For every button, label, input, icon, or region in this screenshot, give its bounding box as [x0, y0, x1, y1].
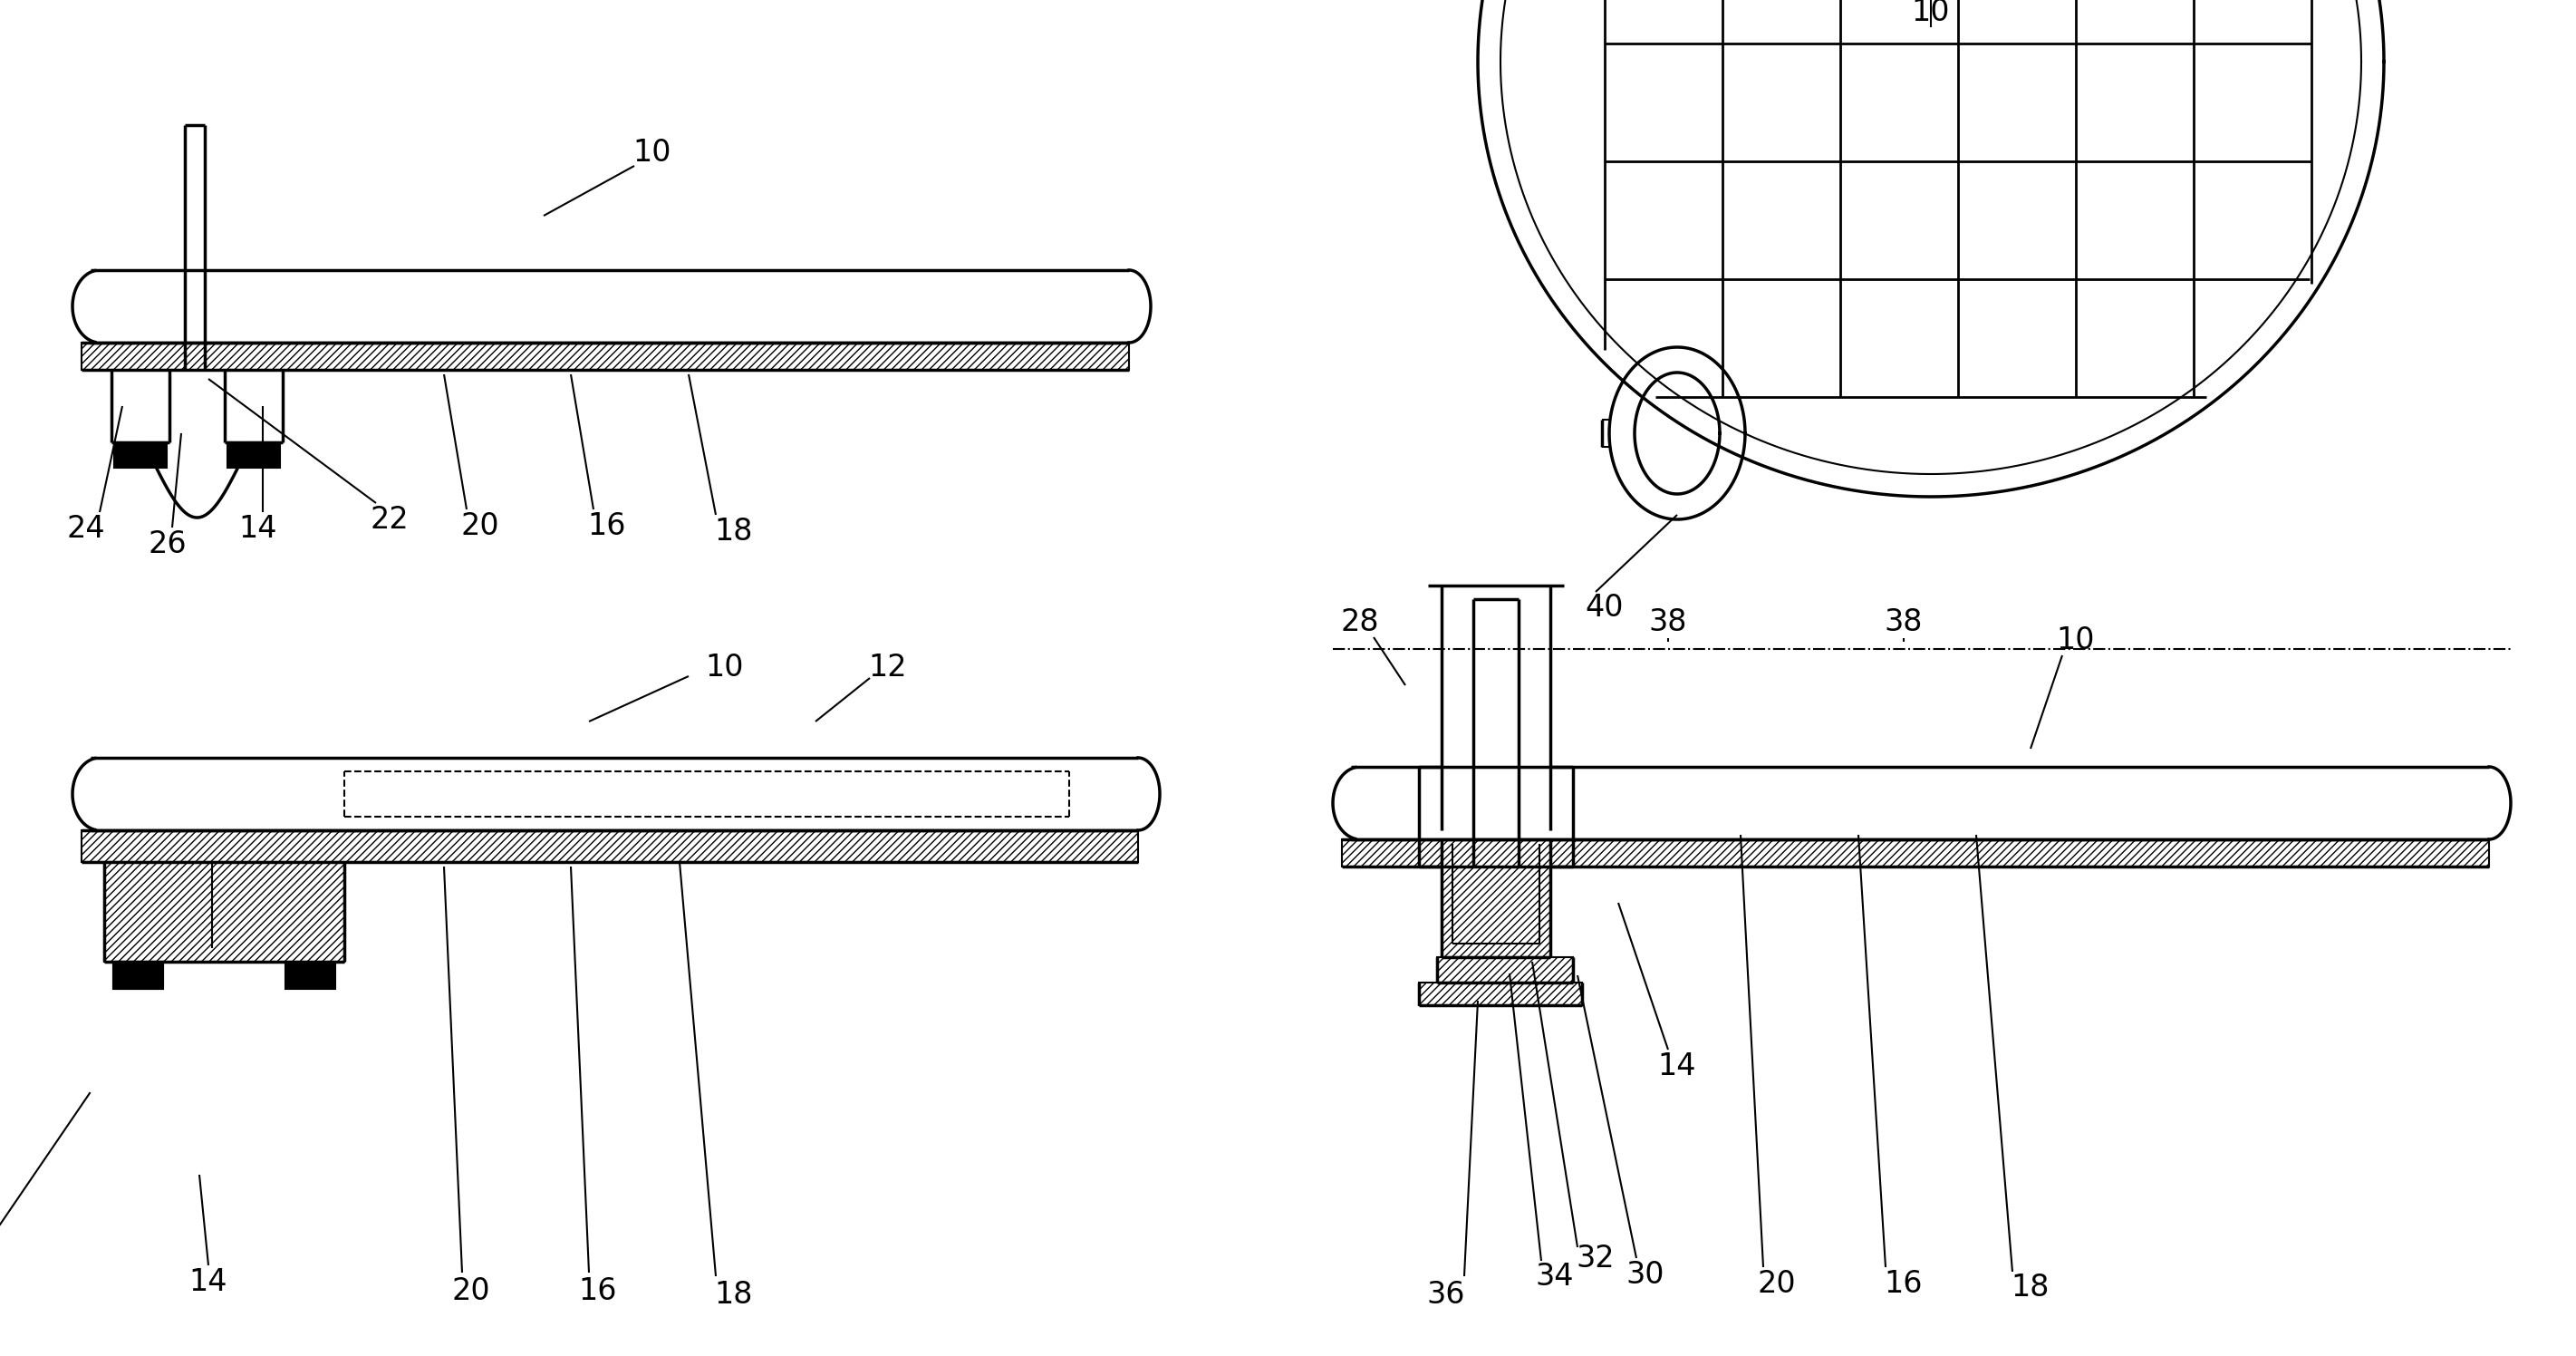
Bar: [286, 961, 335, 989]
Text: 10: 10: [2056, 625, 2094, 655]
Text: 40: 40: [1584, 593, 1623, 622]
Text: 14: 14: [1659, 1051, 1698, 1081]
Text: 26: 26: [149, 529, 188, 559]
Text: 20: 20: [451, 1276, 489, 1306]
Bar: [113, 442, 139, 468]
Bar: [227, 442, 252, 468]
Text: 28: 28: [1340, 607, 1378, 637]
Bar: [1342, 839, 2488, 866]
Text: 18: 18: [2012, 1273, 2050, 1303]
Text: 34: 34: [1535, 1261, 1574, 1291]
Bar: [82, 343, 1128, 370]
Text: 32: 32: [1577, 1243, 1615, 1273]
Bar: [142, 442, 167, 468]
Text: 30: 30: [1625, 1260, 1664, 1290]
Text: 16: 16: [587, 511, 626, 541]
Bar: [255, 442, 281, 468]
Bar: [1443, 839, 1551, 957]
Bar: [1419, 983, 1582, 1005]
Text: 20: 20: [1757, 1268, 1795, 1299]
Text: 16: 16: [1886, 1268, 1922, 1299]
Text: 10: 10: [706, 652, 744, 682]
Text: 22: 22: [371, 504, 410, 534]
Text: 38: 38: [1886, 607, 1922, 637]
Text: 38: 38: [1649, 607, 1687, 637]
Text: 14: 14: [188, 1267, 227, 1296]
Text: 18: 18: [714, 1280, 752, 1310]
Text: 10: 10: [634, 137, 672, 167]
Text: 20: 20: [461, 511, 500, 541]
Bar: [113, 961, 162, 989]
Text: 18: 18: [714, 517, 752, 546]
Bar: [1437, 957, 1574, 983]
Text: 10: 10: [1911, 0, 1950, 27]
Text: 14: 14: [240, 514, 278, 544]
Bar: [103, 862, 345, 961]
Text: 36: 36: [1427, 1280, 1466, 1310]
Bar: [82, 830, 1139, 862]
Text: 16: 16: [580, 1276, 618, 1306]
Bar: [113, 961, 162, 989]
Text: 24: 24: [67, 514, 106, 544]
Text: 12: 12: [868, 652, 907, 682]
